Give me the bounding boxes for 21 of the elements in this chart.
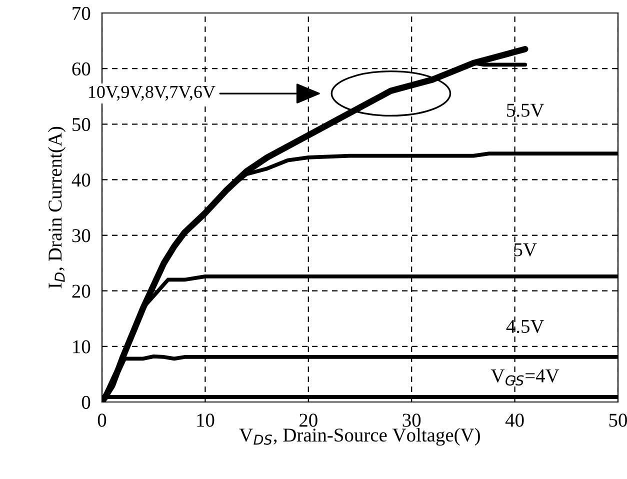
- y-axis-title: I$_{D}$, Drain Current(A): [48, 126, 66, 288]
- y-tick-label: 20: [72, 284, 90, 298]
- x-tick-label: 30: [402, 414, 421, 427]
- series-label: 5.5V: [507, 104, 544, 117]
- annotation: 10V,9V,8V,7V,6V: [88, 86, 216, 101]
- y-tick-label: 10: [73, 340, 90, 354]
- series-label: 4.5V: [506, 320, 544, 334]
- series-label: V$_{GS}$=4V: [490, 369, 560, 386]
- x-tick-label: 40: [505, 414, 524, 427]
- x-tick-label: 20: [300, 414, 318, 427]
- y-tick-label: 70: [72, 6, 90, 20]
- x-tick-label: 0: [98, 414, 106, 427]
- series-label: 5V: [514, 243, 537, 256]
- y-tick-label: 40: [72, 174, 90, 187]
- x-tick-label: 50: [609, 414, 627, 427]
- y-tick-label: 30: [72, 229, 90, 242]
- x-axis-title: V$_{DS}$, Drain-Source Voltage(V): [239, 428, 480, 446]
- y-tick-label: 60: [72, 62, 90, 76]
- y-tick-label: 0: [82, 396, 90, 409]
- y-tick-label: 50: [72, 118, 90, 132]
- x-tick-label: 10: [197, 414, 214, 427]
